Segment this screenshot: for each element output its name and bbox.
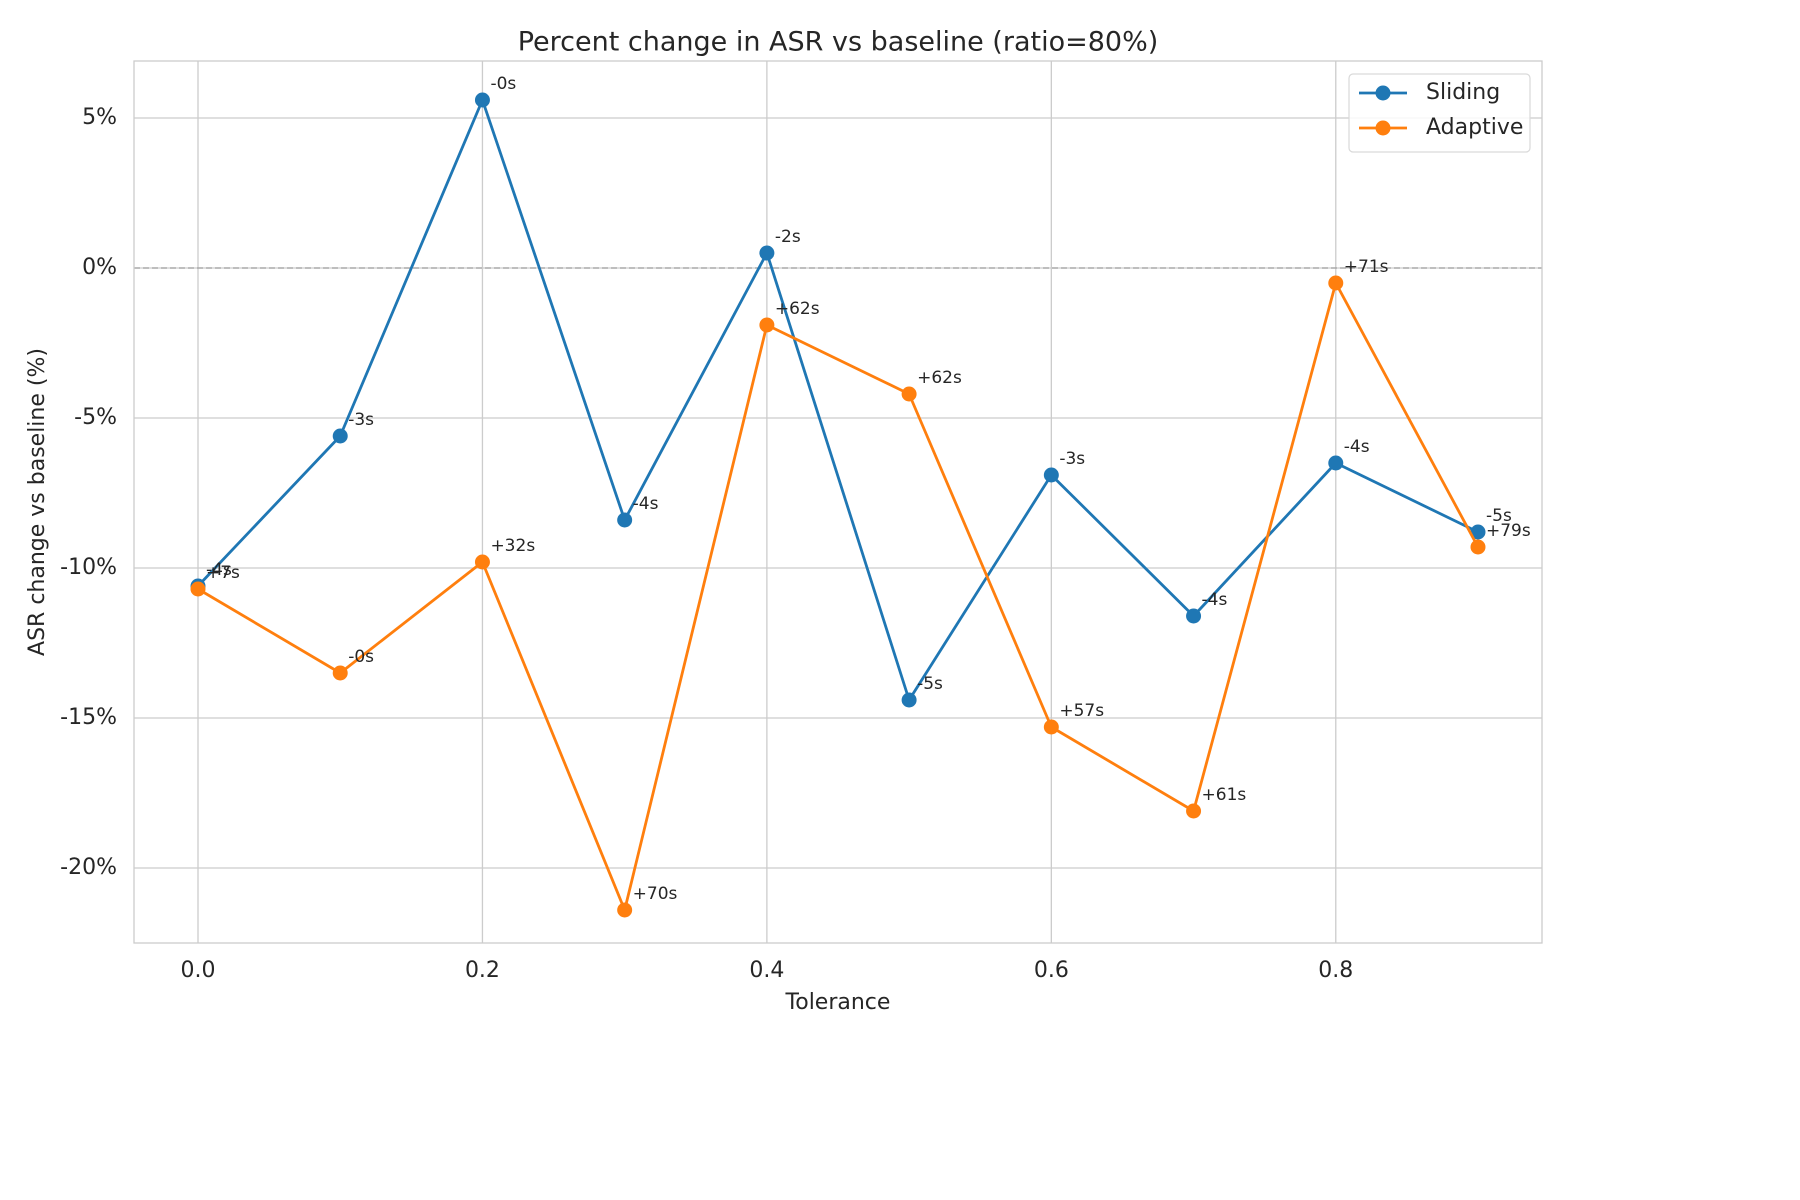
series-lines [190,92,1486,918]
sliding-data-label: -0s [490,74,516,94]
y-tick-label: -15% [60,705,117,730]
chart-title: Percent change in ASR vs baseline (ratio… [518,27,1159,58]
adaptive-point [474,554,490,570]
adaptive-point [901,386,917,402]
adaptive-data-label: +71s [1344,257,1389,277]
sliding-point [1043,467,1059,483]
sliding-data-label: -5s [1486,506,1512,526]
legend: Sliding Adaptive [1348,73,1531,153]
adaptive-point [332,665,348,681]
sliding-data-label: -4s [1344,437,1370,457]
adaptive-data-label: +57s [1059,701,1104,721]
sliding-point [617,512,633,528]
x-tick-label: 0.6 [1034,958,1069,983]
adaptive-point [1186,803,1202,819]
adaptive-data-label: +32s [490,536,535,556]
x-tick-label: 0.0 [181,958,216,983]
sliding-data-label: -5s [917,674,943,694]
legend-label: Sliding [1426,80,1500,105]
sliding-point [1328,455,1344,471]
sliding-point [759,245,775,261]
sliding-data-label: -4s [206,560,232,580]
adaptive-data-label: +62s [917,368,962,388]
y-tick-label: 5% [82,105,117,130]
sliding-series [190,92,1486,708]
adaptive-point [1470,539,1486,555]
y-axis-label: ASR change vs baseline (%) [25,348,50,656]
x-tick-label: 0.4 [749,958,784,983]
adaptive-point [1328,275,1344,291]
x-axis-label: Tolerance [785,990,891,1015]
legend-item-adaptive: Adaptive [1359,115,1523,140]
adaptive-line [197,281,1480,912]
adaptive-data-label: +62s [775,299,820,319]
y-tick-label: 0% [82,255,117,280]
y-tick-label: -5% [74,405,117,430]
adaptive-point [617,902,633,918]
sliding-data-label: -3s [1059,449,1085,469]
y-tick-labels: 5% 0% -5% -10% -15% -20% [60,105,117,880]
x-tick-label: 0.8 [1318,958,1353,983]
adaptive-data-label: +7s [206,563,240,583]
sliding-point [332,428,348,444]
adaptive-data-label: -0s [348,647,374,667]
sliding-line [196,98,1479,702]
adaptive-series [190,275,1486,918]
y-tick-label: -10% [60,555,117,580]
sliding-data-label: -4s [633,494,659,514]
x-tick-labels: 0.0 0.2 0.4 0.6 0.8 [181,958,1354,983]
sliding-data-label: -4s [1202,590,1228,610]
x-tick-label: 0.2 [465,958,500,983]
adaptive-data-label: +79s [1486,521,1531,541]
legend-swatch-marker [1375,85,1391,101]
legend-swatch-marker [1375,120,1391,136]
sliding-point [1186,608,1202,624]
y-tick-label: -20% [60,855,117,880]
legend-label: Adaptive [1426,115,1523,140]
sliding-point [474,92,490,108]
plot-frame [133,60,1543,944]
sliding-data-label: -3s [348,410,374,430]
adaptive-data-label: +61s [1202,785,1247,805]
sliding-point [901,692,917,708]
adaptive-point [759,317,775,333]
legend-item-sliding: Sliding [1359,80,1500,105]
adaptive-point [190,581,206,597]
sliding-data-label: -2s [775,227,801,247]
data-labels: -4s -3s -0s -4s -2s -5s -3s -4s -4s -5s +7s -0s +32s… [206,74,1531,904]
adaptive-point [1043,719,1059,735]
sliding-point [1470,524,1486,540]
adaptive-data-label: +70s [633,884,678,904]
